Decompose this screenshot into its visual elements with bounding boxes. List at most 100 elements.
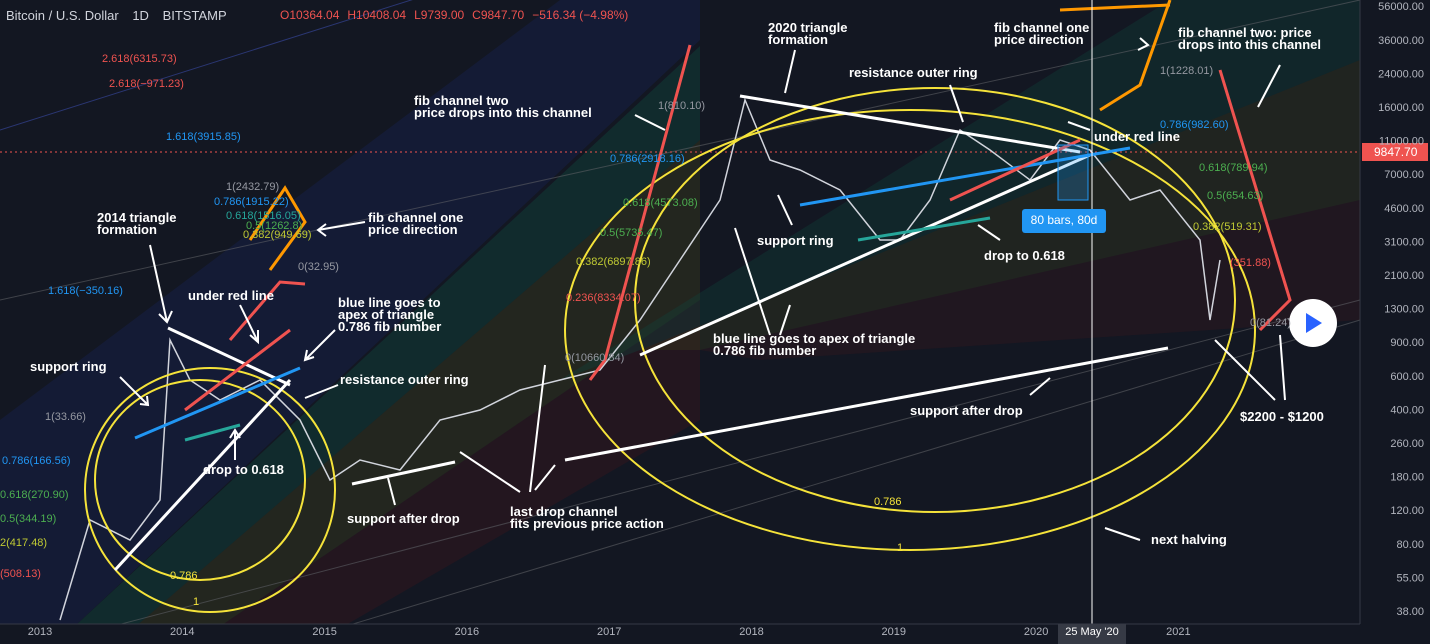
price-label: 400.00 [1390,404,1424,416]
price-label: 2100.00 [1384,270,1424,282]
time-label: 2020 [1024,626,1048,638]
annotation: 2020 triangle formation [768,20,848,47]
fib-label: 0.5(654.63) [1207,190,1263,202]
annotation: fib channel one price direction [994,20,1089,47]
annotation-line: support after drop [910,403,1023,418]
fib-label: 0.382(519.31) [1193,221,1262,233]
time-label: 2015 [312,626,336,638]
price-label: 260.00 [1390,438,1424,450]
header: Bitcoin / U.S. Dollar 1D BITSTAMP [6,8,227,23]
fib-label: 1(33.66) [45,411,86,423]
annotation-line: last drop channel [510,504,618,519]
price-label: 55.00 [1396,572,1424,584]
annotation: fib channel two price drops into this cha… [414,93,592,120]
fib-label: 0.618(789.94) [1199,162,1268,174]
fib-label: 0.618(1516.05) [226,210,301,222]
time-label: 2017 [597,626,621,638]
time-label: 2019 [882,626,906,638]
time-label: 2016 [455,626,479,638]
annotation: blue line goes to apex of triangle 0.786 f… [338,295,441,334]
annotation-line: formation [97,222,157,237]
annotation-line: drop to 0.618 [203,462,284,477]
annotation-line: price drops into this channel [414,105,592,120]
symbol: Bitcoin / U.S. Dollar [6,8,119,23]
price-label: 24000.00 [1378,68,1424,80]
annotation-line: drop to 0.618 [984,248,1065,263]
fib-label: 1.618(3915.85) [166,131,241,143]
price-label: 16000.00 [1378,102,1424,114]
annotation: fib channel two: price drops into this ch… [1178,25,1321,52]
fib-fans [0,0,1361,641]
annotation-line: resistance outer ring [849,65,978,80]
ohlc-value: −516.34 (−4.98%) [532,8,628,22]
time-axis [0,624,1430,644]
annotation-line: price direction [994,32,1084,47]
fib-label: 0.5(5735.47) [600,227,662,239]
price-label: 56000.00 [1378,1,1424,13]
drawings [84,0,1292,613]
fib-label: 1(810.10) [658,100,705,112]
fib-label: (508.13) [0,568,41,580]
measure-badge [1022,209,1106,233]
measure-badge-text: 80 bars, 80d [1031,213,1098,227]
price-label: 7000.00 [1384,169,1424,181]
annotation: resistance outer ring [340,372,469,387]
ring-label: 1 [193,596,199,608]
ring-label: 0.786 [170,570,198,582]
price-label: 120.00 [1390,505,1424,517]
annotation-line: drops into this channel [1178,37,1321,52]
annotation-line: blue line goes to [338,295,441,310]
fib-label: 0.786(2918.16) [610,153,685,165]
annotation-line: fits previous price action [510,516,664,531]
annotation: resistance outer ring [849,65,978,80]
fib-label: 1(2432.79) [226,181,279,193]
annotation: support after drop [347,511,460,526]
annotation-line: blue line goes to apex of triangle [713,331,915,346]
fib-label: 0.382(949.69) [243,229,312,241]
ohlc-value: C9847.70 [472,8,524,22]
annotation-line: price direction [368,222,458,237]
annotation-line: under red line [1094,129,1180,144]
annotation-line: support ring [30,359,107,374]
price-label: 3100.00 [1384,236,1424,248]
price-label: 180.00 [1390,472,1424,484]
play-icon [1306,313,1322,333]
annotation: 2014 triangle formation [97,210,177,237]
time-label: 2021 [1166,626,1190,638]
fib-label: 0.5(1262.8) [246,220,302,232]
fib-label: 0.618(270.90) [0,489,69,501]
fib-label: 0.618(4573.08) [623,197,698,209]
ring-label: 0.786 [874,496,902,508]
fib-label: 0.382(6897.86) [576,256,651,268]
fib-label: 1.618(−350.16) [48,285,123,297]
price-label: 11000.00 [1379,136,1424,148]
fib-label: 0(10660.84) [565,352,624,364]
price-path [59,97,1221,621]
ohlc-value: L9739.00 [414,8,464,22]
annotation-line: formation [768,32,828,47]
fib-label: 0(81.24) [1250,317,1291,329]
time-label: 2018 [739,626,763,638]
fib-label: 0.786(1915.22) [214,196,289,208]
annotation: next halving [1151,532,1227,547]
annotation-line: fib channel one [368,210,463,225]
ohlc-value: O10364.04 [280,8,340,22]
annotation-line: next halving [1151,532,1227,547]
fib-label: 0.786(982.60) [1160,119,1229,131]
annotation-line: apex of triangle [338,307,434,322]
time-label: 2014 [170,626,194,638]
ring-label: 1 [897,542,903,554]
exchange: BITSTAMP [163,8,227,23]
fib-label: 2.618(−971.23) [109,78,184,90]
price-label: 1300.00 [1384,304,1424,316]
annotation-line: $2200 - $1200 [1240,409,1324,424]
annotation: support ring [30,359,107,374]
cursor-tag [1058,624,1126,644]
annotation-line: support ring [757,233,834,248]
annotation: fib channel one price direction [368,210,463,237]
price-label: 600.00 [1390,371,1424,383]
fib-label: 2.618(6315.73) [102,53,177,65]
annotation-line: 2020 triangle [768,20,848,35]
annotation-line: resistance outer ring [340,372,469,387]
